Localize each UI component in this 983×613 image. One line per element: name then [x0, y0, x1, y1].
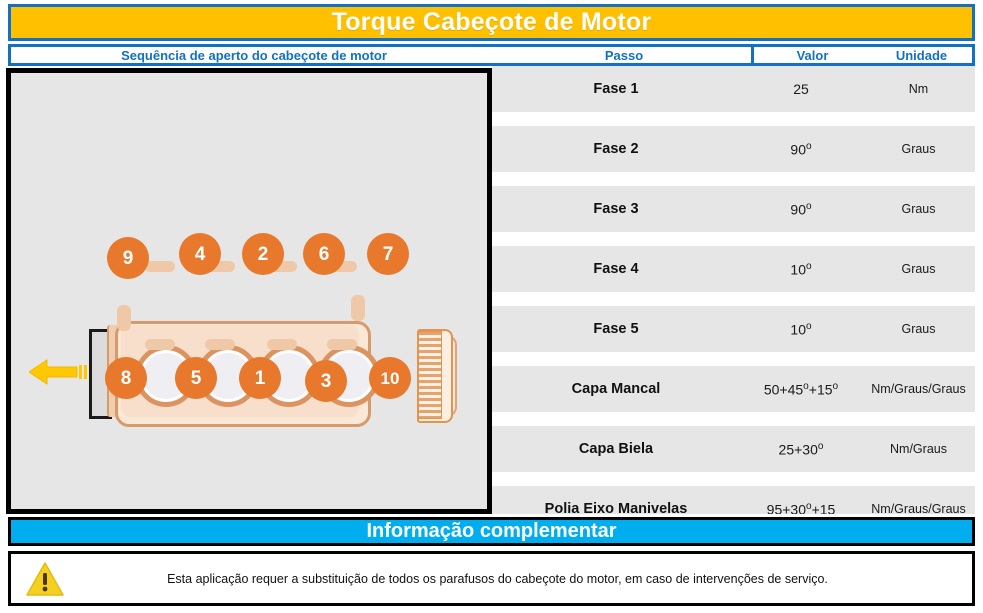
timing-cover-ribs [418, 331, 442, 419]
valve-pocket-bottom-4 [327, 339, 357, 350]
column-header-step: Passo [497, 47, 754, 63]
column-header-step-label: Passo [604, 47, 644, 63]
valve-pocket-bottom-1 [145, 339, 175, 350]
table-row: Fase 1 25 Nm [492, 66, 975, 112]
warning-triangle-icon [19, 561, 71, 597]
valve-pocket-top-4 [327, 261, 357, 272]
bolt-sequence-5: 5 [175, 357, 217, 399]
complementary-info-title: Informação complementar [366, 520, 617, 542]
cell-value: 25+30o [778, 440, 824, 458]
cell-unit: Graus [901, 322, 936, 336]
bolt-sequence-10: 10 [369, 357, 411, 399]
cell-unit: Nm [908, 82, 929, 96]
cell-unit: Graus [901, 262, 936, 276]
cell-step: Polia Eixo Manivelas [544, 501, 688, 514]
complementary-note-text-wrap: Esta aplicação requer a substituição de … [71, 572, 972, 586]
valve-pocket-top-2 [205, 261, 235, 272]
cell-value: 10o [790, 260, 812, 278]
cell-unit: Nm/Graus/Graus [871, 502, 966, 514]
cell-unit: Nm/Graus/Graus [871, 382, 966, 396]
bolt-sequence-1: 1 [239, 357, 281, 399]
page-title-bar: Torque Cabeçote de Motor [8, 4, 975, 41]
valve-pocket-top-3 [267, 261, 297, 272]
column-header-unit-label: Unidade [895, 47, 948, 63]
complementary-info-bar: Informação complementar [8, 517, 975, 546]
cell-step: Fase 2 [593, 141, 639, 157]
column-header-unit: Unidade [871, 47, 972, 63]
bolt-sequence-2: 2 [242, 233, 284, 275]
cell-unit: Graus [901, 142, 936, 156]
cell-value: 50+45o+15o [763, 380, 839, 398]
torque-spec-table: Fase 1 25 Nm Fase 2 90o Graus Fase 3 90o Graus Fa… [492, 66, 975, 514]
table-row: Fase 3 90o Graus [492, 186, 975, 232]
cell-step: Fase 1 [593, 81, 639, 97]
column-header-sequence: Sequência de aperto do cabeçote de motor [11, 47, 497, 63]
cell-value: 95+30o+15 [766, 500, 836, 514]
cell-step: Fase 3 [593, 201, 639, 217]
tightening-sequence-diagram: 9 4 2 6 7 8 5 1 3 10 [6, 68, 492, 514]
cell-step: Capa Biela [578, 441, 654, 457]
cell-unit: Nm/Graus [890, 442, 947, 456]
column-header-value: Valor [754, 47, 871, 63]
table-row: Capa Biela 25+30o Nm/Graus [492, 426, 975, 472]
diagram-canvas: 9 4 2 6 7 8 5 1 3 10 [11, 73, 487, 509]
valve-pocket-top-1 [145, 261, 175, 272]
cell-step: Fase 5 [593, 321, 639, 337]
bolt-sequence-7: 7 [367, 233, 409, 275]
column-header-sequence-label: Sequência de aperto do cabeçote de motor [121, 47, 387, 63]
bolt-sequence-6: 6 [303, 233, 345, 275]
bolt-sequence-3: 3 [305, 360, 347, 402]
bolt-sequence-4: 4 [179, 233, 221, 275]
valve-pocket-bottom-3 [267, 339, 297, 350]
cell-value: 25 [793, 81, 809, 97]
table-row: Fase 2 90o Graus [492, 126, 975, 172]
cell-step: Fase 4 [593, 261, 639, 277]
cell-value: 90o [790, 200, 812, 218]
complementary-note-box: Esta aplicação requer a substituição de … [8, 551, 975, 606]
column-header-value-label: Valor [796, 47, 829, 63]
valve-pocket-bottom-2 [205, 339, 235, 350]
cell-value: 10o [790, 320, 812, 338]
cell-step: Capa Mancal [571, 381, 661, 397]
bolt-sequence-9: 9 [107, 237, 149, 279]
cell-unit: Graus [901, 202, 936, 216]
cell-value: 90o [790, 140, 812, 158]
head-lug-1 [117, 305, 131, 331]
bolt-sequence-8: 8 [105, 357, 147, 399]
complementary-note-text: Esta aplicação requer a substituição de … [167, 571, 828, 586]
table-row: Fase 5 10o Graus [492, 306, 975, 352]
column-header-strip: Sequência de aperto do cabeçote de motor… [8, 44, 975, 66]
table-row: Fase 4 10o Graus [492, 246, 975, 292]
head-lug-2 [351, 295, 365, 321]
table-row: Polia Eixo Manivelas 95+30o+15 Nm/Graus/Gr… [492, 486, 975, 514]
page-title: Torque Cabeçote de Motor [331, 8, 652, 36]
engine-front-direction-arrow [29, 358, 87, 386]
table-row: Capa Mancal 50+45o+15o Nm/Graus/Graus [492, 366, 975, 412]
